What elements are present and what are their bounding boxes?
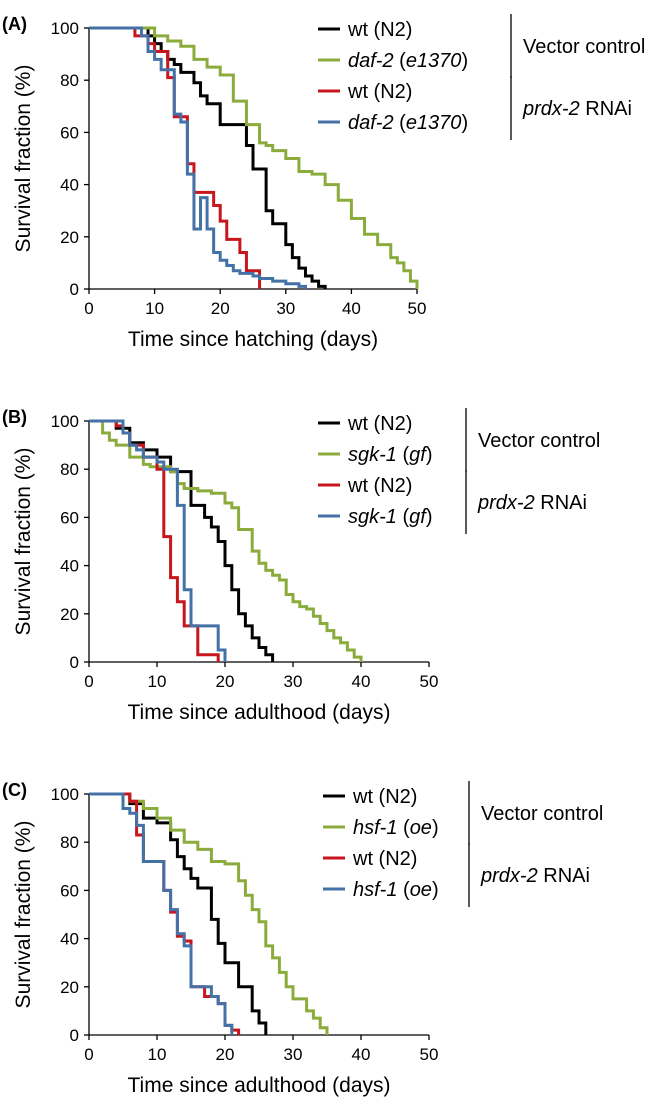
x-tick-label: 0 — [84, 1045, 93, 1064]
y-tick-label: 100 — [51, 19, 79, 38]
survival-curve-1 — [89, 419, 363, 662]
y-tick-label: 20 — [60, 228, 79, 247]
survival-curve-2 — [89, 26, 262, 289]
survival-curve-0 — [89, 419, 275, 662]
survival-curve-3 — [89, 26, 307, 289]
legend-entry: hsf-1 (oe) — [353, 817, 439, 839]
y-tick-label: 20 — [60, 605, 79, 624]
legend-entry: sgk-1 (gf) — [348, 506, 432, 528]
legend-entry: hsf-1 (oe) — [353, 879, 439, 901]
y-tick-label: 40 — [60, 930, 79, 949]
y-tick-label: 40 — [60, 557, 79, 576]
legend-group-label: prdx-2 RNAi — [522, 98, 632, 120]
x-tick-label: 50 — [420, 672, 439, 691]
survival-curve-0 — [89, 792, 268, 1035]
legend-entry: sgk-1 (gf) — [348, 444, 432, 466]
y-tick-label: 100 — [51, 412, 79, 431]
survival-curve-1 — [89, 26, 419, 289]
legend-group-label: Vector control — [478, 430, 600, 452]
x-tick-label: 30 — [276, 299, 295, 318]
x-tick-label: 10 — [148, 672, 167, 691]
y-axis-title: Survival fraction (%) — [12, 65, 35, 253]
y-tick-label: 40 — [60, 176, 79, 195]
y-tick-label: 20 — [60, 978, 79, 997]
legend: wt (N2) daf-2 (e1370) wt (N2) daf-2 (e1370)… — [318, 14, 645, 140]
x-tick-label: 10 — [148, 1045, 167, 1064]
y-tick-label: 60 — [60, 881, 79, 900]
y-tick-label: 60 — [60, 123, 79, 142]
legend-group-label: Vector control — [481, 803, 603, 825]
y-tick-label: 80 — [60, 833, 79, 852]
legend-entry: wt (N2) — [347, 81, 412, 103]
y-tick-label: 60 — [60, 508, 79, 527]
y-tick-label: 0 — [70, 1026, 79, 1045]
y-axis-title: Survival fraction (%) — [12, 448, 35, 636]
y-tick-label: 0 — [70, 653, 79, 672]
x-tick-label: 0 — [84, 672, 93, 691]
panel-label: (A) — [2, 14, 27, 34]
y-tick-label: 80 — [60, 71, 79, 90]
x-tick-label: 20 — [216, 1045, 235, 1064]
legend-entry: wt (N2) — [347, 475, 412, 497]
panel-c: (C) 0 20 40 60 80 100 0 10 20 30 40 50 Time since adu… — [2, 780, 603, 1097]
x-tick-label: 0 — [84, 299, 93, 318]
legend-group-label: Vector control — [523, 36, 645, 58]
x-tick-label: 40 — [352, 1045, 371, 1064]
legend-entry: wt (N2) — [347, 19, 412, 41]
y-tick-label: 0 — [70, 280, 79, 299]
legend-group-label: prdx-2 RNAi — [480, 865, 590, 887]
legend-entry: wt (N2) — [347, 413, 412, 435]
y-tick-label: 100 — [51, 785, 79, 804]
survival-curve-2 — [89, 792, 241, 1035]
panel-b: (B) 0 20 40 60 80 100 0 10 20 30 40 50 Time since adu… — [2, 407, 600, 724]
legend-group-label: prdx-2 RNAi — [477, 492, 587, 514]
legend-entry: wt (N2) — [352, 848, 417, 870]
x-axis-title: Time since hatching (days) — [128, 328, 378, 351]
legend: wt (N2) sgk-1 (gf) wt (N2) sgk-1 (gf) Vector… — [318, 408, 600, 534]
survival-curve-3 — [89, 792, 234, 1035]
x-tick-label: 40 — [352, 672, 371, 691]
x-tick-label: 50 — [408, 299, 427, 318]
x-axis-title: Time since adulthood (days) — [127, 701, 390, 724]
survival-curve-1 — [89, 792, 329, 1035]
x-axis-title: Time since adulthood (days) — [127, 1074, 390, 1097]
legend-entry: wt (N2) — [352, 786, 417, 808]
x-tick-label: 30 — [284, 672, 303, 691]
legend-entry: daf-2 (e1370) — [348, 50, 468, 72]
x-tick-label: 30 — [284, 1045, 303, 1064]
x-tick-label: 20 — [211, 299, 230, 318]
survival-curve-3 — [89, 419, 227, 662]
x-tick-label: 40 — [342, 299, 361, 318]
x-tick-label: 50 — [420, 1045, 439, 1064]
y-axis-title: Survival fraction (%) — [12, 821, 35, 1009]
legend: wt (N2) hsf-1 (oe) wt (N2) hsf-1 (oe) Vector… — [323, 781, 603, 907]
legend-entry: daf-2 (e1370) — [348, 112, 468, 134]
y-tick-label: 80 — [60, 460, 79, 479]
panel-a: (A) 0 20 40 60 80 100 0 10 20 30 40 50 Time since hat… — [2, 14, 645, 351]
x-tick-label: 10 — [145, 299, 164, 318]
panel-label: (C) — [2, 780, 27, 800]
x-tick-label: 20 — [216, 672, 235, 691]
panel-label: (B) — [2, 407, 27, 427]
